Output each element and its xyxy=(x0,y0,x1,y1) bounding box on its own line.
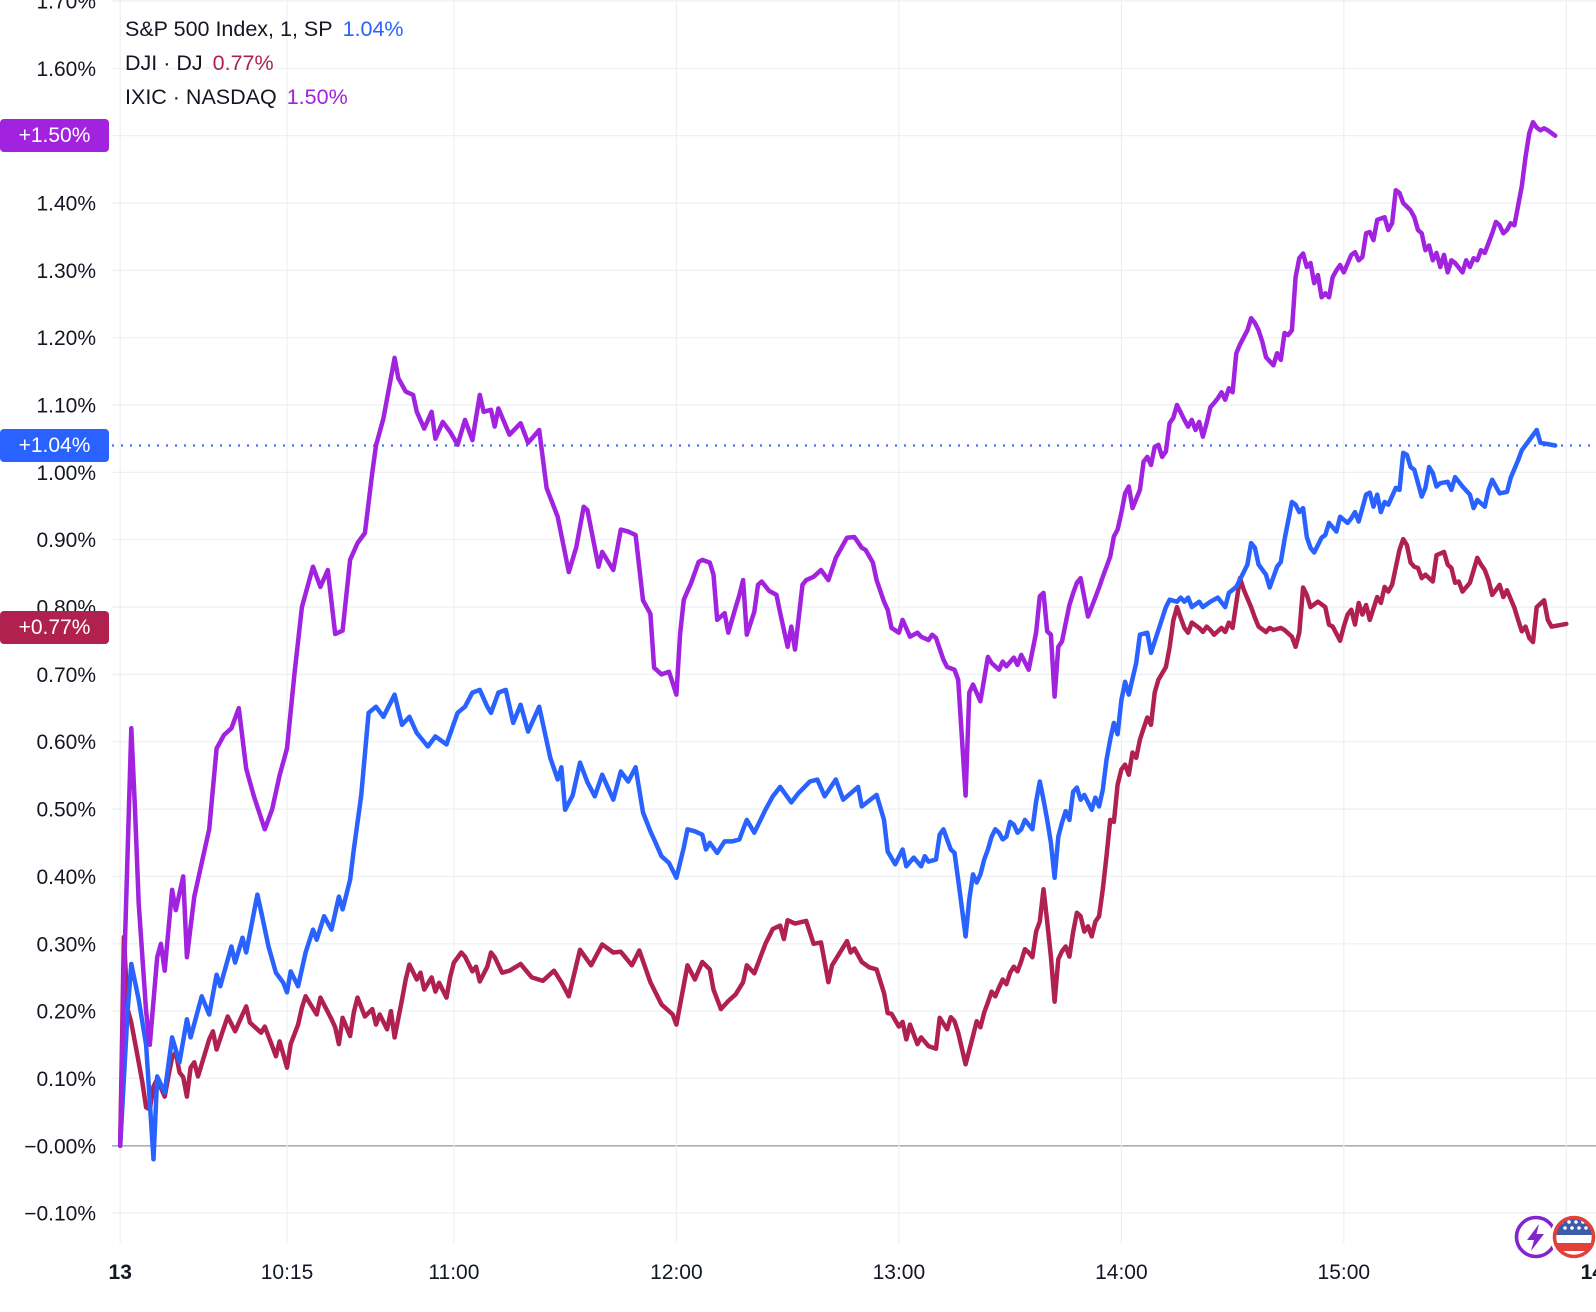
series-line-spx xyxy=(117,427,1558,1162)
price-badge-dji[interactable]: +0.77% xyxy=(0,610,109,644)
legend: S&P 500 Index, 1, SP 1.04% DJI · DJ 0.77% … xyxy=(125,12,404,114)
legend-row-dji[interactable]: DJI · DJ 0.77% xyxy=(125,46,404,80)
watermark-logos xyxy=(1514,1213,1596,1261)
y-axis-label: 1.60% xyxy=(36,58,96,81)
y-axis-label: 1.10% xyxy=(36,395,96,418)
legend-value-spx: 1.04% xyxy=(342,17,404,41)
series-line-dji xyxy=(117,536,1569,1149)
x-axis-label: 10:15 xyxy=(261,1261,314,1284)
legend-symbol-spx: S&P 500 Index, 1, SP xyxy=(125,17,333,41)
legend-value-dji: 0.77% xyxy=(212,51,274,75)
y-axis-label: 1.00% xyxy=(36,462,96,485)
y-axis-label: 0.20% xyxy=(36,1001,96,1024)
x-axis-label: 13 xyxy=(109,1261,132,1284)
x-axis-label: 14 xyxy=(1581,1261,1596,1284)
x-axis-label: 12:00 xyxy=(650,1261,703,1284)
x-axis-label: 13:00 xyxy=(873,1261,926,1284)
y-axis-label: 0.10% xyxy=(36,1068,96,1091)
x-axis-label: 15:00 xyxy=(1318,1261,1371,1284)
y-axis-label: 0.90% xyxy=(36,529,96,552)
x-axis-label: 11:00 xyxy=(428,1261,479,1284)
price-badge-ixic[interactable]: +1.50% xyxy=(0,119,109,153)
y-axis-label: 1.20% xyxy=(36,327,96,350)
price-badge-spx[interactable]: +1.04% xyxy=(0,429,109,462)
y-axis-label: 0.70% xyxy=(36,664,96,687)
y-axis-label: 1.30% xyxy=(36,260,96,283)
legend-symbol-ixic: IXIC · NASDAQ xyxy=(125,85,277,109)
y-axis-label: 1.40% xyxy=(36,193,96,216)
y-axis-label: 1.70% xyxy=(36,0,96,14)
y-axis-label: −0.10% xyxy=(24,1203,96,1226)
y-axis-label: 0.60% xyxy=(36,731,96,754)
lightning-icon xyxy=(1514,1215,1558,1259)
legend-row-spx[interactable]: S&P 500 Index, 1, SP 1.04% xyxy=(125,12,404,46)
x-axis-label: 14:00 xyxy=(1095,1261,1148,1284)
y-axis-label: 0.50% xyxy=(36,799,96,822)
series-line-ixic xyxy=(117,119,1558,1149)
y-axis-label: 0.30% xyxy=(36,933,96,956)
us-flag-icon xyxy=(1550,1213,1596,1261)
y-axis-label: 0.40% xyxy=(36,866,96,889)
legend-symbol-dji: DJI · DJ xyxy=(125,51,203,75)
y-axis-label: −0.00% xyxy=(24,1135,96,1158)
legend-value-ixic: 1.50% xyxy=(286,85,348,109)
legend-row-ixic[interactable]: IXIC · NASDAQ 1.50% xyxy=(125,80,404,114)
